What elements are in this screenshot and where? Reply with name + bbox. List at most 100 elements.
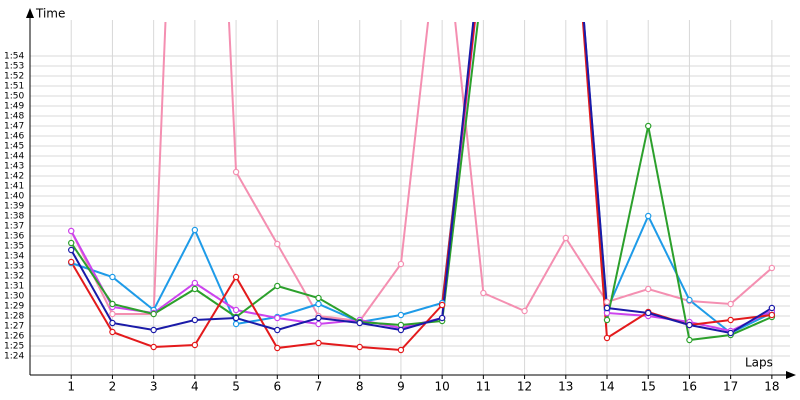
- point: [603, 316, 611, 324]
- point: [68, 246, 75, 254]
- y-tick-label: 1:24: [4, 352, 24, 362]
- point: [686, 336, 693, 344]
- point: [397, 311, 405, 319]
- series-line: [70, 22, 773, 323]
- point: [232, 314, 240, 322]
- point: [397, 260, 405, 268]
- x-tick-label: 11: [476, 380, 491, 394]
- y-tick-label: 1:30: [4, 292, 24, 302]
- point: [274, 326, 281, 334]
- x-tick-label: 5: [232, 380, 240, 394]
- x-tick-label: 3: [150, 380, 158, 394]
- y-tick-label: 1:44: [4, 152, 24, 162]
- point: [480, 289, 487, 297]
- series-line: [70, 22, 773, 342]
- x-axis-label: Laps: [745, 356, 773, 370]
- point: [191, 316, 199, 324]
- point: [68, 239, 75, 247]
- x-tick-label: 12: [517, 380, 532, 394]
- y-tick-label: 1:33: [4, 262, 24, 272]
- x-tick-label: 1: [67, 380, 75, 394]
- x-tick-label: 13: [558, 380, 573, 394]
- y-tick-label: 1:52: [4, 72, 24, 82]
- y-tick-label: 1:31: [4, 282, 24, 292]
- y-tick-label: 1:26: [4, 332, 24, 342]
- point: [768, 311, 776, 319]
- x-tick-label: 6: [273, 380, 281, 394]
- y-tick-label: 1:47: [4, 122, 24, 132]
- x-tick-label: 15: [641, 380, 656, 394]
- point: [109, 273, 116, 281]
- point: [232, 320, 240, 328]
- point: [686, 296, 693, 304]
- point: [109, 328, 116, 336]
- point: [274, 344, 281, 352]
- point: [315, 339, 322, 347]
- y-tick-label: 1:42: [4, 172, 24, 182]
- y-tick-label: 1:35: [4, 242, 24, 252]
- y-tick-label: 1:40: [4, 192, 24, 202]
- point: [191, 279, 199, 287]
- point: [191, 341, 199, 349]
- y-tick-label: 1:38: [4, 212, 24, 222]
- point: [438, 314, 446, 322]
- point: [562, 234, 569, 242]
- point: [315, 294, 322, 302]
- point: [109, 300, 116, 308]
- point: [191, 226, 199, 234]
- x-tick-label: 8: [356, 380, 364, 394]
- y-tick-label: 1:48: [4, 112, 24, 122]
- point: [150, 343, 157, 351]
- point: [603, 298, 611, 306]
- point: [727, 316, 734, 324]
- point: [686, 321, 693, 329]
- point: [232, 273, 240, 281]
- y-axis-label: Time: [35, 7, 65, 21]
- y-tick-label: 1:45: [4, 142, 24, 152]
- point: [768, 304, 776, 312]
- y-tick-label: 1:50: [4, 92, 24, 102]
- y-tick-label: 1:37: [4, 222, 24, 232]
- x-tick-label: 18: [764, 380, 779, 394]
- y-tick-label: 1:29: [4, 302, 24, 312]
- y-tick-label: 1:41: [4, 182, 24, 192]
- point: [68, 258, 75, 266]
- point: [274, 314, 281, 322]
- point: [645, 309, 652, 317]
- point: [438, 301, 446, 309]
- x-tick-label: 9: [397, 380, 405, 394]
- point: [645, 285, 652, 293]
- y-tick-label: 1:54: [4, 52, 24, 62]
- point: [315, 320, 322, 328]
- point: [150, 326, 157, 334]
- point: [356, 319, 363, 327]
- x-tick-label: 4: [191, 380, 199, 394]
- x-tick-label: 16: [682, 380, 697, 394]
- point: [397, 326, 405, 334]
- point: [768, 264, 776, 272]
- point: [356, 343, 363, 351]
- y-tick-label: 1:36: [4, 232, 24, 242]
- series-line: [70, 22, 773, 335]
- y-tick-label: 1:43: [4, 162, 24, 172]
- point: [274, 282, 281, 290]
- x-tick-label: 2: [109, 380, 117, 394]
- point: [397, 346, 405, 354]
- point: [150, 310, 157, 318]
- x-tick-label: 7: [315, 380, 323, 394]
- y-tick-label: 1:28: [4, 312, 24, 322]
- point: [232, 306, 240, 314]
- y-tick-label: 1:34: [4, 252, 24, 262]
- y-tick-label: 1:46: [4, 132, 24, 142]
- point: [727, 329, 734, 337]
- y-tick-label: 1:53: [4, 62, 24, 72]
- point: [645, 212, 652, 220]
- point: [603, 304, 611, 312]
- point: [191, 285, 199, 293]
- y-tick-label: 1:49: [4, 102, 24, 112]
- point: [603, 334, 611, 342]
- point: [727, 300, 734, 308]
- point: [109, 310, 116, 318]
- x-tick-label: 10: [435, 380, 450, 394]
